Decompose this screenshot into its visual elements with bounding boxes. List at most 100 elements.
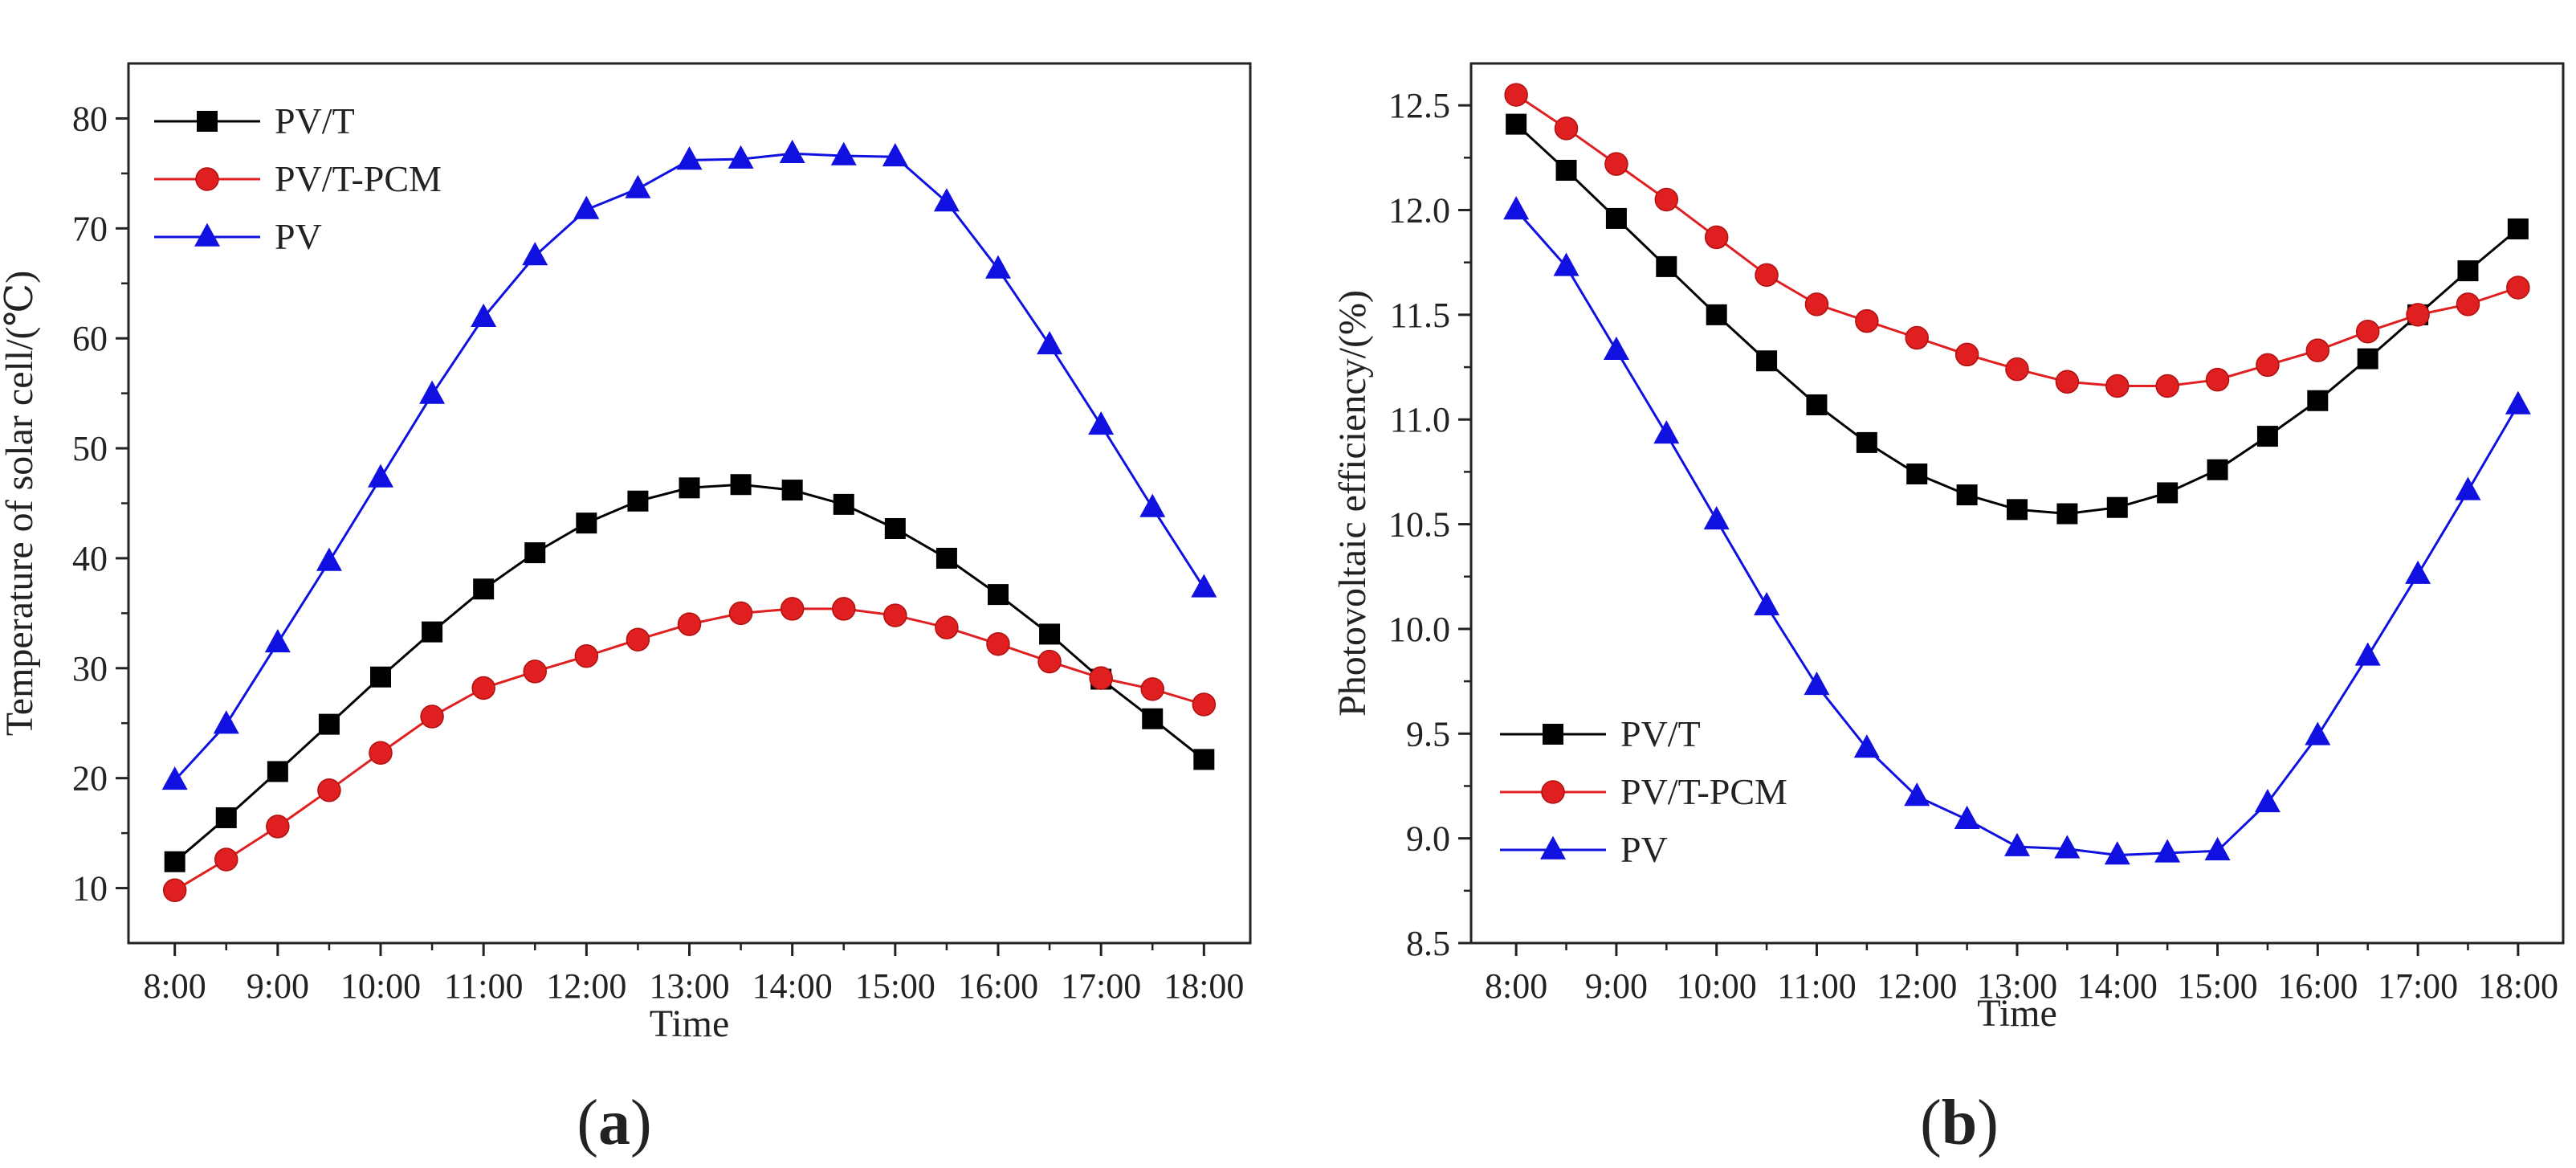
y-tick-label: 30 [72, 649, 108, 688]
data-point [471, 303, 497, 327]
data-point [1656, 255, 1677, 277]
data-point [2307, 390, 2329, 411]
y-tick-label: 12.5 [1388, 86, 1450, 125]
data-point [1954, 805, 1980, 829]
y-axis-title: Temperature of solar cell/(℃) [0, 271, 41, 736]
data-point [1140, 677, 1164, 701]
y-tick-label: 20 [72, 759, 108, 798]
data-point [1088, 410, 1115, 435]
data-point [318, 713, 340, 735]
legend-label: PV/T-PCM [275, 158, 442, 199]
x-tick-label: 17:00 [2378, 966, 2458, 1006]
data-point [369, 741, 393, 765]
series-pv [161, 139, 1217, 790]
series-pv [1503, 196, 2531, 865]
data-point [267, 761, 288, 782]
data-point [574, 644, 599, 668]
data-point [626, 627, 650, 651]
x-axis-title: Time [1977, 992, 2057, 1035]
data-point [730, 474, 752, 496]
data-point [1906, 464, 1928, 484]
series-pv-t [164, 474, 1215, 872]
series-line [173, 152, 1205, 782]
data-point [1804, 671, 1830, 696]
y-tick-label: 60 [72, 319, 108, 358]
data-point [1503, 196, 1530, 220]
data-point [984, 255, 1011, 279]
y-tick-label: 70 [72, 209, 108, 248]
data-point [1605, 207, 1627, 229]
data-point [2154, 839, 2181, 863]
legend-label: PV/T [1620, 713, 1701, 754]
data-point [1653, 420, 1680, 444]
data-point [986, 631, 1010, 656]
data-point [2007, 499, 2028, 521]
data-point [2455, 476, 2481, 500]
legend-marker [1543, 724, 1563, 745]
data-point [882, 142, 908, 167]
data-point [422, 621, 443, 643]
data-point [1037, 331, 1063, 355]
data-point [883, 603, 907, 627]
y-axis-title: Photovoltaic efficiency/(%) [1331, 290, 1374, 717]
data-point [833, 493, 854, 515]
data-point [1956, 484, 1978, 506]
x-tick-label: 10:00 [1677, 966, 1757, 1006]
x-tick-label: 12:00 [546, 966, 626, 1006]
x-tick-label: 9:00 [1585, 966, 1648, 1006]
legend-marker [197, 111, 218, 132]
data-point [2205, 367, 2230, 392]
y-tick-label: 10.5 [1388, 505, 1450, 545]
data-point [2004, 832, 2030, 856]
data-point [2054, 835, 2081, 859]
data-point [317, 778, 341, 802]
chart-a-temperature: 10 20 30 40 50 60 70 80 8:00 9:00 10:00 11:00 12:00 1… [0, 62, 1252, 1045]
data-point [2256, 426, 2278, 447]
data-point [987, 584, 1009, 606]
y-tick-label: 10.0 [1388, 610, 1450, 649]
data-point [2355, 319, 2380, 344]
data-point [523, 660, 548, 684]
data-point [1604, 152, 1628, 176]
data-point [1553, 252, 1579, 276]
data-point [419, 380, 446, 404]
x-tick-label: 11:00 [1777, 966, 1857, 1006]
data-point [1603, 336, 1629, 360]
data-point [1853, 734, 1880, 758]
data-point [420, 704, 444, 729]
data-point [781, 480, 803, 501]
legend-label: PV [1620, 829, 1668, 870]
data-point [627, 490, 649, 512]
legend-label: PV/T-PCM [1620, 771, 1787, 812]
data-point [214, 847, 238, 872]
x-tick-label: 15:00 [2177, 966, 2257, 1006]
data-point [316, 547, 342, 571]
data-point [264, 628, 291, 653]
chart-b-efficiency: 8.5 9.0 9.5 10.0 10.5 11.0 11.5 12.0 12.5 8:00 9:0… [1331, 62, 2565, 1035]
data-point [2507, 218, 2529, 239]
series-line [1514, 209, 2520, 857]
legend-marker [194, 223, 220, 247]
y-tick-label: 11.0 [1390, 400, 1450, 439]
legend-label: PV [275, 216, 322, 257]
data-point [1654, 187, 1679, 212]
data-point [780, 597, 805, 621]
data-point [2106, 496, 2128, 518]
data-point [933, 188, 960, 212]
data-point [1904, 782, 1930, 807]
data-point [2005, 357, 2029, 382]
data-point [2105, 374, 2130, 398]
x-tick-label: 17:00 [1061, 966, 1141, 1006]
data-point [1855, 308, 1879, 333]
data-point [2305, 721, 2331, 745]
data-point [368, 464, 394, 488]
x-tick-label: 14:00 [752, 966, 833, 1006]
x-tick-label: 10:00 [340, 966, 421, 1006]
y-tick-label: 50 [72, 429, 108, 468]
data-point [1192, 692, 1217, 717]
data-point [2254, 788, 2280, 813]
data-point [2357, 348, 2378, 370]
data-point [1555, 159, 1577, 181]
data-point [1554, 116, 1579, 141]
x-tick-label: 15:00 [855, 966, 935, 1006]
